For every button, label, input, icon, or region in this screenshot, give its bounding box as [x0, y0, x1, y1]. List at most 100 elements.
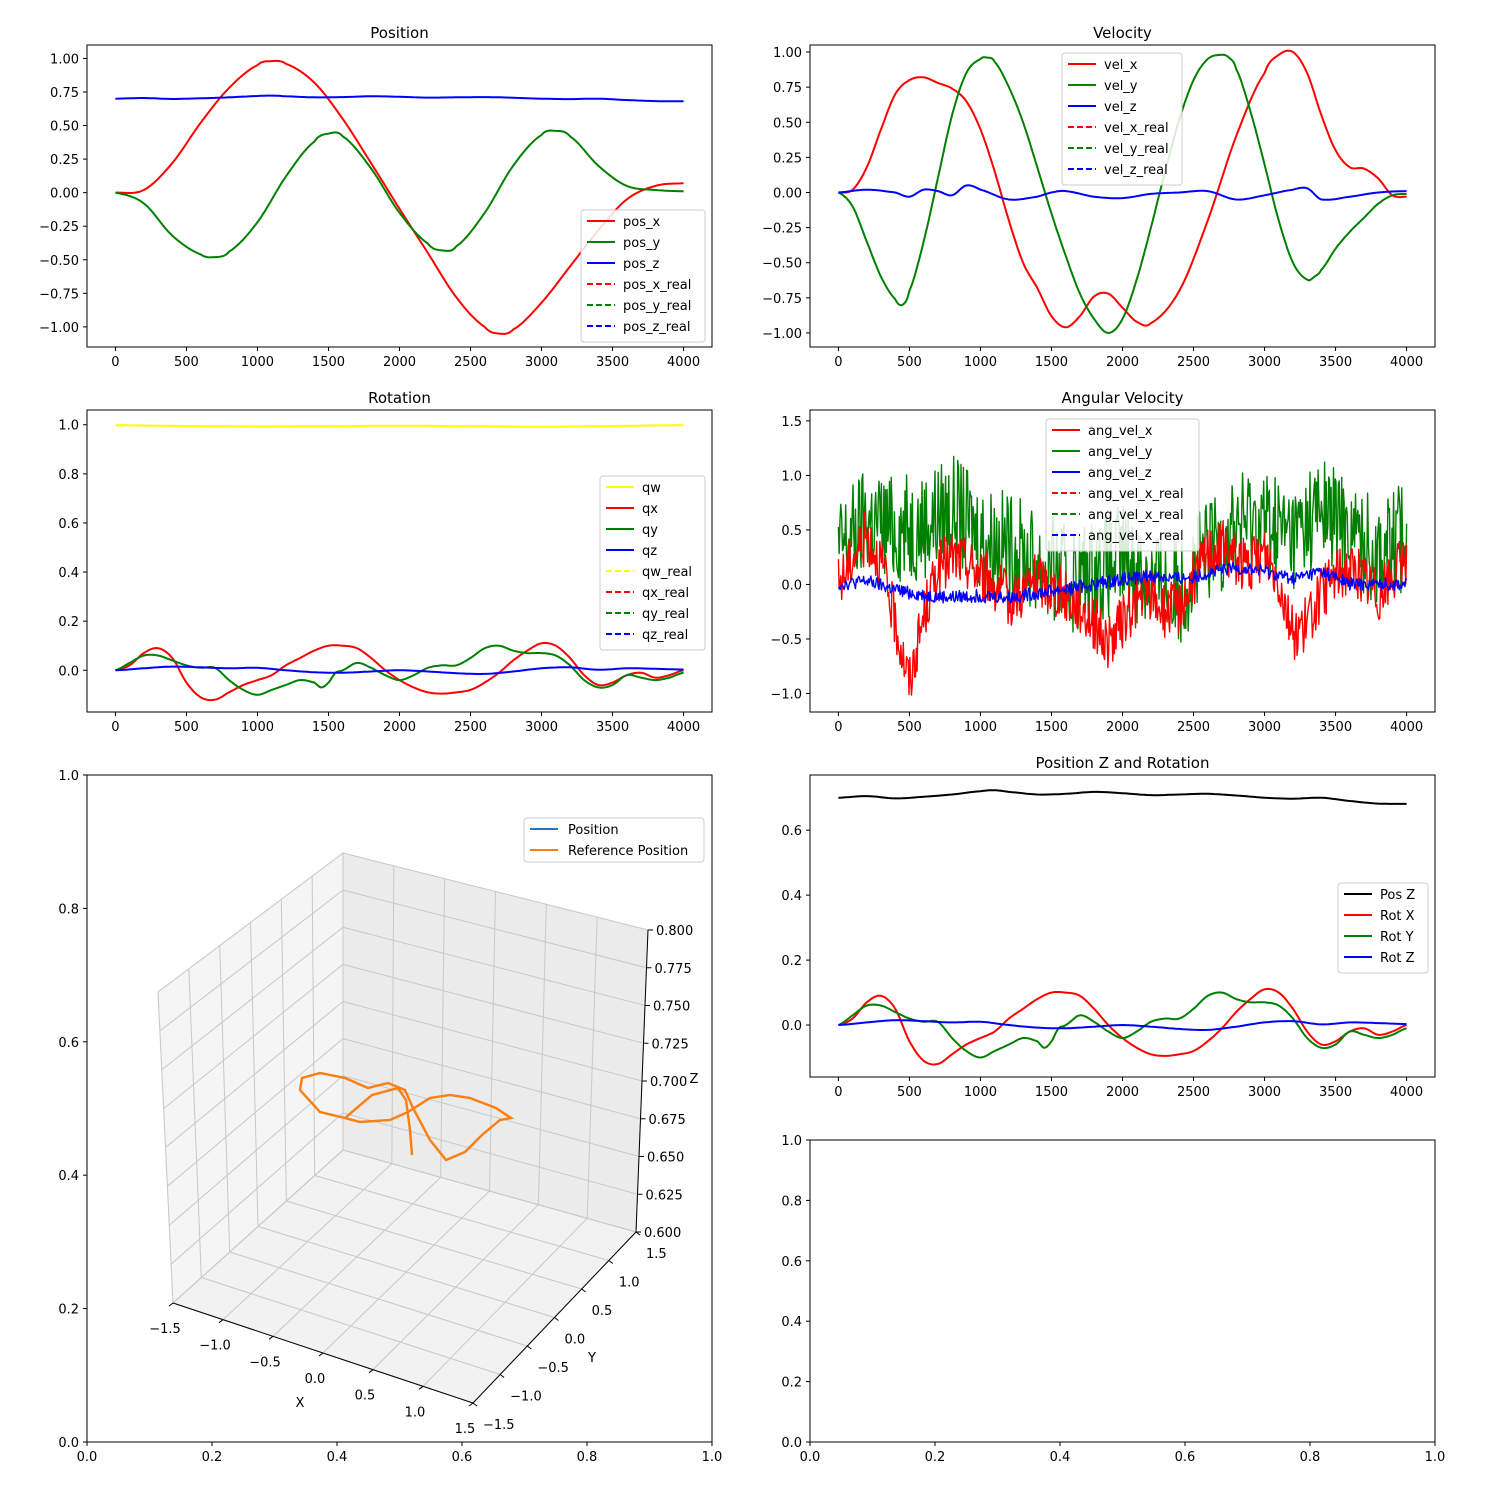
legend-box: [1337, 882, 1429, 974]
z3d-tick-label: 0.675: [649, 1113, 686, 1128]
wall-grid-z: [342, 1112, 638, 1195]
x-tick-label: 3000: [1248, 355, 1281, 370]
wall-grid-z: [157, 852, 344, 993]
y-tick-label: 0.8: [781, 1194, 802, 1209]
x-tick-label: 1000: [964, 720, 997, 735]
series-line-ang-vel-y: [837, 455, 1408, 643]
series-line-Rot X: [838, 987, 1407, 1066]
x-tick-label: 0: [834, 720, 842, 735]
legend: Pos Z Rot X Rot Y Rot Z: [1337, 882, 1429, 974]
chart-angular-velocity: 0 500 1000 1500 2000 2500 3000 3500 4000 1.5 1.0 0.…: [770, 389, 1436, 735]
x3d-tick-label: 1.5: [455, 1422, 476, 1437]
wall-grid-z: [342, 889, 647, 969]
y-tick-label: 0.0: [58, 664, 79, 679]
wall-grid-z: [167, 1038, 344, 1187]
wall-grid-z: [165, 1001, 344, 1148]
y-tick-label: 0.0: [781, 1436, 802, 1451]
x3d-tick: [168, 1302, 174, 1307]
x-tick-label: 0.6: [1175, 1450, 1196, 1465]
legend-label: Reference Position: [568, 844, 688, 859]
y3d-tick: [499, 1374, 505, 1378]
x-tick-label: 1000: [964, 1085, 997, 1100]
x-tick-label: 0: [111, 720, 119, 735]
x-tick-label: 500: [174, 720, 199, 735]
x-tick-label: 2000: [383, 720, 416, 735]
x-tick-label: 1.0: [1425, 1450, 1446, 1465]
outer-y-tick-label: 1.0: [58, 769, 79, 784]
legend-label: pos_z: [623, 257, 659, 272]
y-tick-label: 0.00: [50, 187, 79, 202]
legend-label: pos_y_real: [623, 299, 691, 314]
legend-label: qx_real: [642, 586, 689, 601]
legend-label: Rot Z: [1380, 951, 1415, 966]
y-tick-label: −0.25: [39, 220, 79, 235]
y-tick-label: 0.2: [781, 1376, 802, 1391]
legend-label: vel_z_real: [1104, 163, 1168, 178]
y-tick-label: −0.75: [762, 292, 802, 307]
chart-title: Rotation: [368, 389, 431, 407]
x-tick-label: 4000: [1390, 355, 1423, 370]
y-tick-label: 0.6: [781, 1255, 802, 1270]
outer-x-tick-label: 0.8: [577, 1450, 598, 1465]
x3d-tick: [418, 1385, 424, 1390]
legend-label: qx: [642, 502, 658, 517]
outer-y-tick-label: 0.6: [58, 1036, 79, 1051]
x3d-tick-label: 0.5: [355, 1389, 376, 1404]
x-tick-label: 2000: [1106, 1085, 1139, 1100]
legend-label: Rot X: [1380, 909, 1415, 924]
x3d-tick: [318, 1352, 324, 1357]
wall-grid-z: [342, 1001, 643, 1082]
x-tick-label: 2500: [1177, 355, 1210, 370]
outer-x-tick-label: 0.0: [77, 1450, 98, 1465]
y-tick-label: 1.0: [781, 469, 802, 484]
x-tick-label: 1500: [1035, 720, 1068, 735]
outer-axes-frame: [86, 774, 713, 1443]
x-tick-label: 0.4: [1050, 1450, 1071, 1465]
z3d-axis-label: Z: [690, 1072, 699, 1087]
wall-grid-z: [342, 1149, 637, 1233]
y3d-tick-label: −0.5: [537, 1361, 569, 1376]
y-tick-label: 0.2: [781, 954, 802, 969]
y-tick-label: 1.5: [781, 415, 802, 430]
y3d-tick: [472, 1402, 478, 1407]
series-group: [837, 455, 1408, 696]
y-tick-label: −1.00: [39, 321, 79, 336]
y-tick-label: 1.00: [773, 46, 802, 61]
wall-grid-z: [161, 926, 344, 1071]
y-tick-label: 0.4: [58, 566, 79, 581]
y3d-tick: [581, 1288, 586, 1293]
legend-label: qz: [642, 544, 657, 559]
chart-rotation: 0 500 1000 1500 2000 2500 3000 3500 4000 1.0 0.8 0.…: [58, 389, 713, 735]
y-tick-label: −0.50: [762, 257, 802, 272]
series-line-Pos Z: [838, 789, 1407, 805]
x-tick-label: 3500: [1319, 720, 1352, 735]
legend-label: ang_vel_x_real: [1088, 508, 1184, 523]
outer-x-tick-label: 1.0: [702, 1450, 723, 1465]
legend-label: pos_x: [623, 215, 660, 230]
series-line-Rot Z: [838, 1019, 1407, 1031]
series-line-qx: [115, 641, 684, 702]
legend-label: vel_z: [1104, 100, 1137, 115]
y-tick-label: 0.8: [58, 468, 79, 483]
legend-label: vel_x: [1104, 58, 1138, 73]
y3d-tick-label: 1.0: [619, 1276, 640, 1291]
x3d-tick-label: −1.5: [149, 1322, 181, 1337]
legend-label: qw_real: [642, 565, 692, 580]
y-tick-label: −0.25: [762, 222, 802, 237]
legend: vel_x vel_y vel_z vel_x_real vel_y_real vel_z…: [1061, 52, 1183, 186]
x3d-tick-label: −0.5: [249, 1355, 281, 1370]
y-tick-label: −0.5: [770, 633, 802, 648]
chart-title: Position: [370, 24, 428, 42]
x-tick-label: 0: [834, 1085, 842, 1100]
x3d-tick: [218, 1319, 224, 1324]
legend-label: qz_real: [642, 628, 688, 643]
x-tick-label: 2500: [1177, 720, 1210, 735]
y3d-tick: [527, 1345, 532, 1350]
x-tick-label: 4000: [667, 355, 700, 370]
y3d-tick: [554, 1317, 559, 1321]
legend-label: ang_vel_z: [1088, 466, 1152, 481]
series-group: [838, 789, 1407, 1066]
x-tick-label: 1500: [1035, 1085, 1068, 1100]
y-tick-label: 1.00: [50, 52, 79, 67]
